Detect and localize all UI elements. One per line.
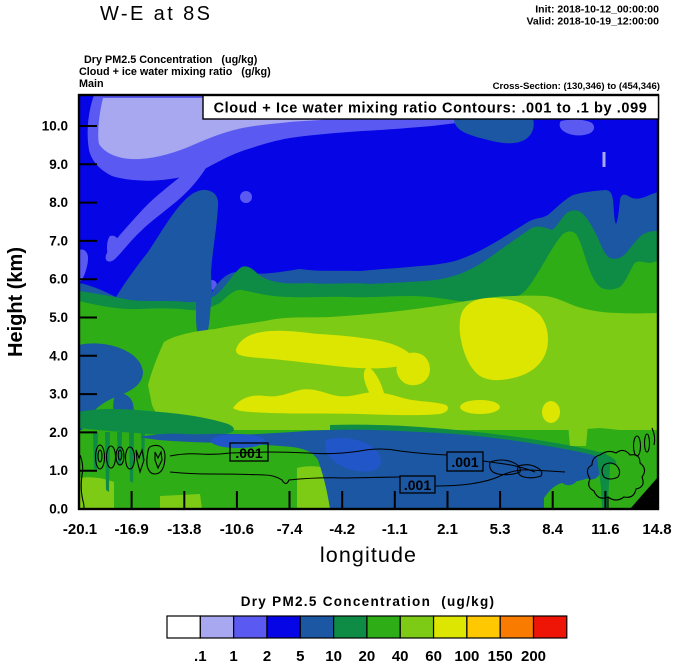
svg-text:-13.8: -13.8	[167, 521, 201, 538]
svg-text:Height (km): Height (km)	[5, 247, 27, 357]
svg-text:Init: 2018-10-12_00:00:00: Init: 2018-10-12_00:00:00	[535, 4, 659, 16]
svg-text:.1: .1	[194, 648, 207, 665]
svg-text:3.0: 3.0	[49, 387, 68, 402]
svg-text:7.0: 7.0	[49, 233, 68, 248]
svg-text:10: 10	[325, 648, 342, 665]
svg-text:-1.1: -1.1	[382, 521, 408, 538]
svg-text:4.0: 4.0	[49, 348, 68, 363]
svg-text:Dry PM2.5 Concentration (ug/: Dry PM2.5 Concentration (ug/kg)	[84, 54, 258, 66]
svg-text:8.4: 8.4	[542, 521, 564, 538]
svg-text:11.6: 11.6	[591, 521, 619, 538]
svg-text:8.0: 8.0	[49, 195, 68, 210]
svg-text:-20.1: -20.1	[63, 521, 97, 538]
svg-text:-7.4: -7.4	[277, 521, 304, 538]
svg-text:100: 100	[454, 648, 479, 665]
svg-text:Valid: 2018-10-19_12:00:00: Valid: 2018-10-19_12:00:00	[526, 16, 659, 28]
svg-text:2: 2	[263, 648, 271, 665]
svg-text:5.3: 5.3	[490, 521, 511, 538]
svg-text:.001: .001	[235, 445, 262, 461]
svg-text:150: 150	[488, 648, 513, 665]
svg-text:1.0: 1.0	[49, 463, 68, 478]
svg-text:10.0: 10.0	[42, 119, 68, 134]
svg-text:Dry PM2.5 Concentration (ug/k: Dry PM2.5 Concentration (ug/kg)	[241, 594, 496, 609]
svg-text:Cloud + ice water mixing ratio: Cloud + ice water mixing ratio (g/kg)	[79, 66, 271, 78]
svg-text:200: 200	[521, 648, 546, 665]
svg-text:.001: .001	[451, 454, 478, 470]
svg-text:1: 1	[229, 648, 237, 665]
svg-text:Main: Main	[79, 78, 104, 90]
svg-text:2.1: 2.1	[437, 521, 458, 538]
svg-text:40: 40	[392, 648, 409, 665]
svg-text:-16.9: -16.9	[114, 521, 148, 538]
svg-text:2.0: 2.0	[49, 425, 68, 440]
svg-text:longitude: longitude	[320, 543, 417, 567]
svg-text:60: 60	[425, 648, 442, 665]
svg-text:20: 20	[359, 648, 376, 665]
svg-text:Cloud + Ice water mixing ratio: Cloud + Ice water mixing ratio Contours:…	[214, 101, 648, 117]
svg-text:6.0: 6.0	[49, 272, 68, 287]
svg-text:5.0: 5.0	[49, 310, 68, 325]
svg-text:W-E at 8S: W-E at 8S	[100, 3, 212, 25]
svg-text:-10.6: -10.6	[220, 521, 254, 538]
svg-text:14.8: 14.8	[642, 521, 671, 538]
svg-text:0.0: 0.0	[49, 502, 68, 517]
svg-text:.001: .001	[404, 477, 431, 493]
svg-text:Cross-Section: (130,346) to (4: Cross-Section: (130,346) to (454,346)	[493, 81, 660, 92]
svg-text:-4.2: -4.2	[329, 521, 355, 538]
svg-text:9.0: 9.0	[49, 157, 68, 172]
svg-text:5: 5	[296, 648, 304, 665]
